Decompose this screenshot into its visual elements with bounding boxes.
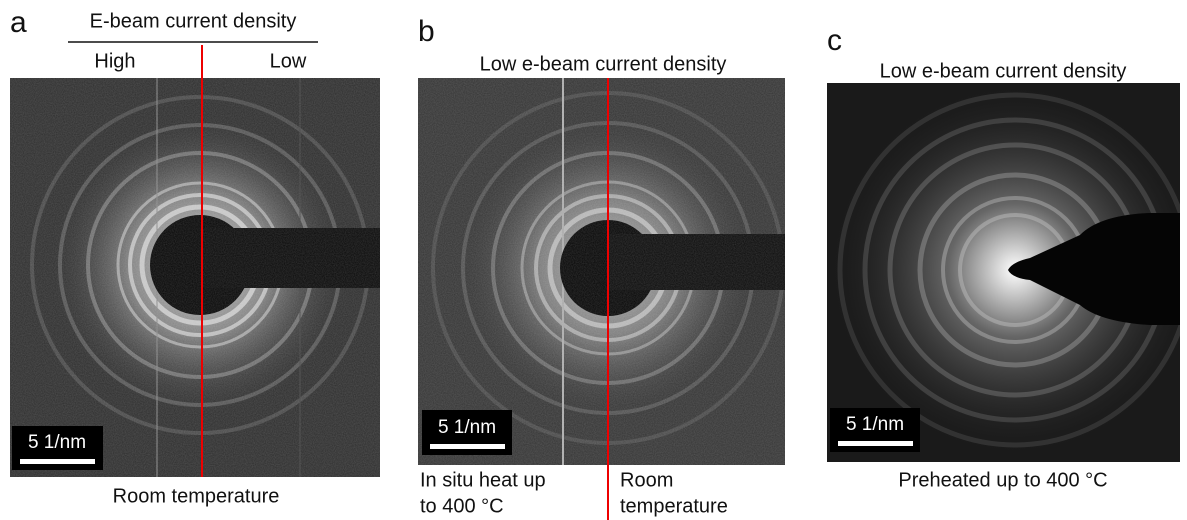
diffraction-image — [825, 80, 1187, 462]
caption-right: temperature — [620, 495, 728, 517]
panel-header: Low e-beam current density — [480, 53, 727, 75]
scale-bar — [838, 441, 913, 446]
diffraction-image — [418, 78, 785, 465]
caption: Preheated up to 400 °C — [898, 469, 1107, 491]
panel-header: E-beam current density — [90, 10, 297, 32]
caption-left: to 400 °C — [420, 495, 504, 517]
scale-bar — [430, 444, 505, 449]
panel-label: b — [418, 15, 435, 48]
right-label: Low — [270, 50, 307, 72]
left-label: High — [94, 50, 135, 72]
scale-bar-label: 5 1/nm — [438, 417, 496, 438]
panel-label: c — [827, 24, 842, 57]
caption: Room temperature — [113, 485, 280, 507]
caption-left: In situ heat up — [420, 469, 546, 491]
scale-bar-label: 5 1/nm — [28, 432, 86, 453]
scale-bar — [20, 459, 95, 464]
panel-label: a — [10, 6, 27, 39]
caption-right: Room — [620, 469, 673, 491]
panel-header: Low e-beam current density — [880, 60, 1127, 82]
diffraction-image — [10, 78, 380, 477]
scale-bar-label: 5 1/nm — [846, 414, 904, 435]
figure: a E-beam current density High Low 5 1/nm… — [0, 0, 1187, 520]
